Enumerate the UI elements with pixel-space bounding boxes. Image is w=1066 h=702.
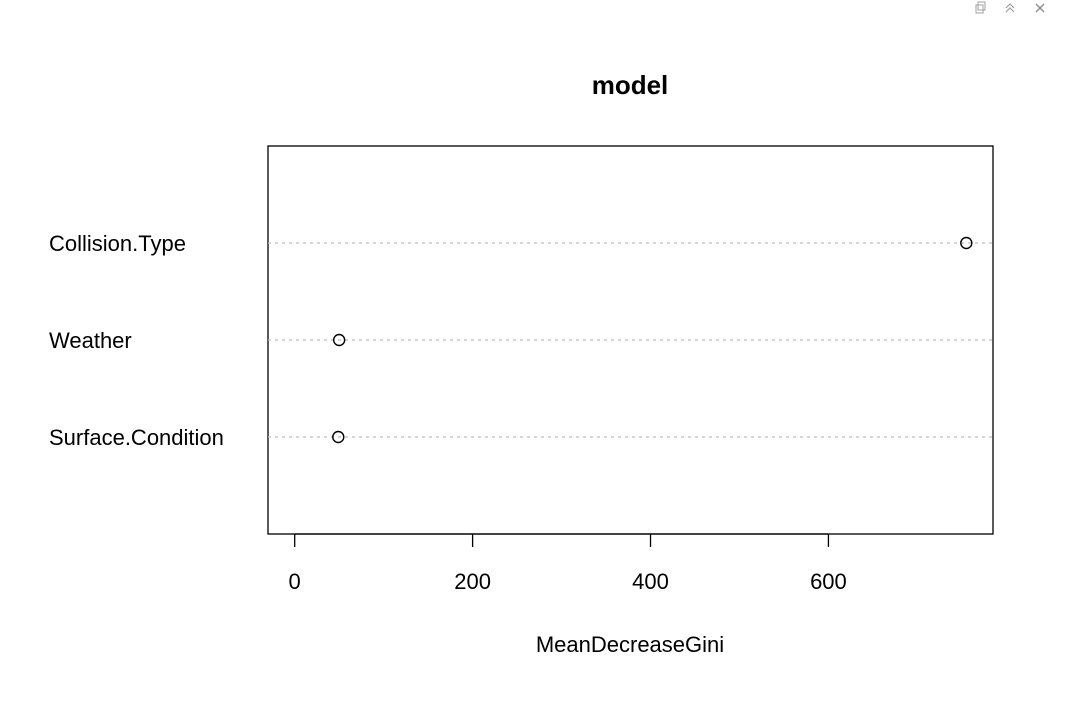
popout-icon[interactable] xyxy=(972,1,988,17)
category-label: Collision.Type xyxy=(49,231,186,256)
x-tick-label: 400 xyxy=(632,569,669,594)
data-point xyxy=(332,333,346,347)
x-tick-label: 0 xyxy=(289,569,301,594)
x-axis: 0 200 400 600 xyxy=(289,533,847,594)
window-toolbar xyxy=(972,0,1066,18)
category-label: Surface.Condition xyxy=(49,425,224,450)
data-point xyxy=(332,430,345,444)
grid-layer xyxy=(268,242,993,438)
x-tick-label: 200 xyxy=(454,569,491,594)
collapse-icon[interactable] xyxy=(1002,1,1018,17)
x-tick-label: 600 xyxy=(810,569,847,594)
category-label: Weather xyxy=(49,328,132,353)
category-labels: Collision.Type Weather Surface.Condition xyxy=(49,231,224,450)
close-icon[interactable] xyxy=(1032,1,1048,17)
data-point xyxy=(960,236,973,250)
x-axis-label: MeanDecreaseGini xyxy=(536,632,724,657)
point-layer xyxy=(332,236,973,444)
chart-title: model xyxy=(592,70,669,100)
